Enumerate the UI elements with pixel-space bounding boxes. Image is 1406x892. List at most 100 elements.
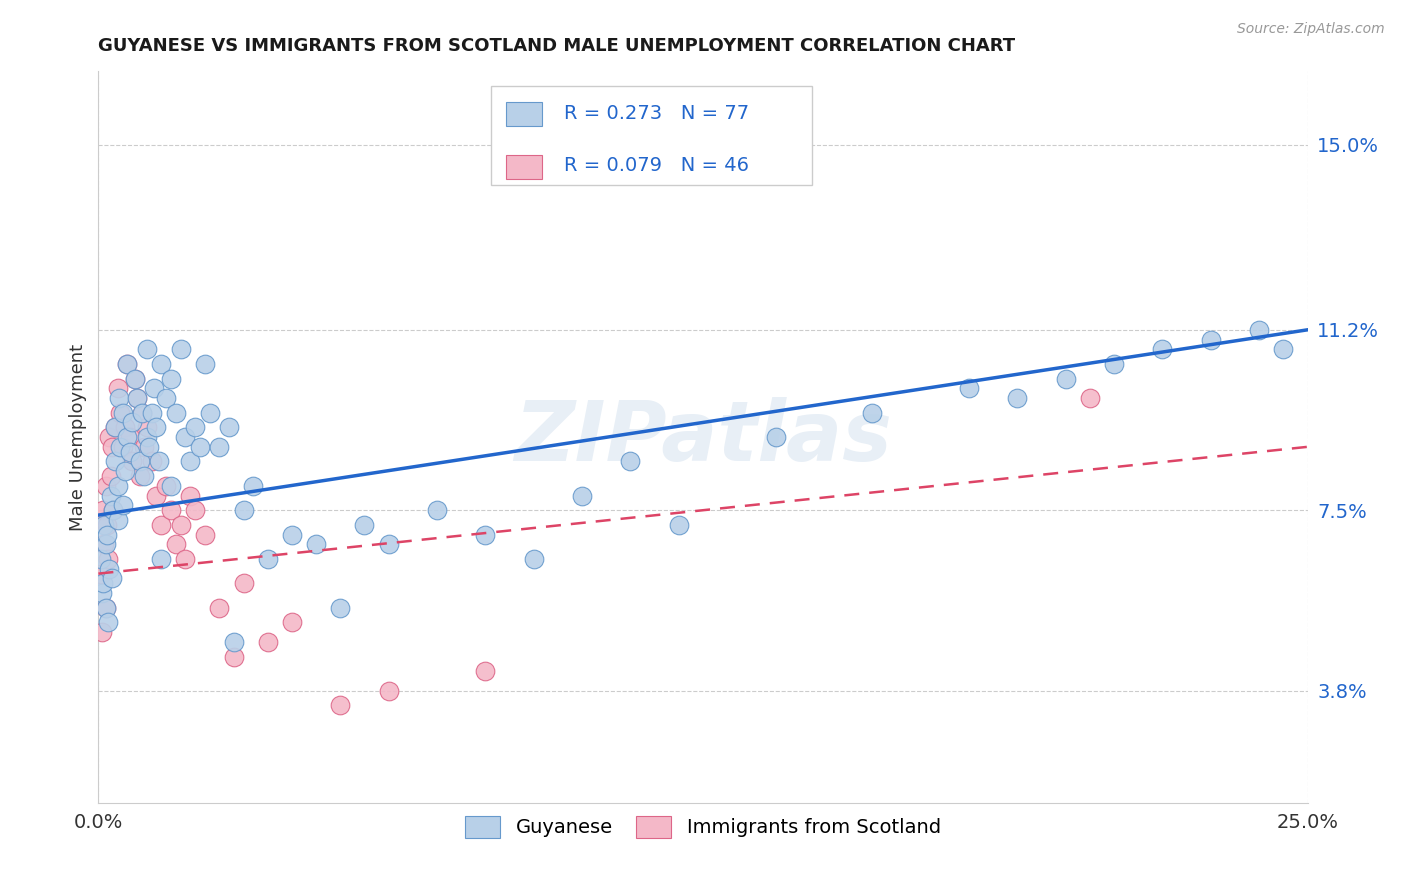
Point	[141, 406, 163, 420]
FancyBboxPatch shape	[506, 102, 543, 127]
Point	[165, 406, 187, 420]
Point	[135, 420, 157, 434]
Point	[194, 357, 217, 371]
Point	[198, 406, 221, 420]
Point	[150, 552, 173, 566]
Point	[256, 635, 278, 649]
Point	[121, 454, 143, 468]
Point	[97, 552, 120, 566]
Point	[117, 430, 139, 444]
Point	[117, 357, 139, 371]
Point	[98, 430, 121, 444]
Point	[765, 430, 787, 444]
Point	[90, 552, 112, 566]
Point	[124, 371, 146, 385]
Point	[1152, 343, 1174, 357]
Point	[194, 527, 217, 541]
Point	[208, 440, 231, 454]
Point	[329, 600, 352, 615]
Point	[94, 479, 117, 493]
Point	[104, 454, 127, 468]
Y-axis label: Male Unemployment: Male Unemployment	[69, 343, 87, 531]
FancyBboxPatch shape	[506, 154, 543, 179]
Point	[114, 464, 136, 478]
Point	[1102, 357, 1125, 371]
Point	[111, 499, 134, 513]
Point	[101, 503, 124, 517]
Point	[860, 406, 883, 420]
Point	[97, 615, 120, 630]
Point	[184, 420, 207, 434]
Point	[426, 503, 449, 517]
Point	[131, 406, 153, 420]
Point	[281, 527, 304, 541]
Point	[222, 649, 245, 664]
Text: ZIPatlas: ZIPatlas	[515, 397, 891, 477]
Point	[128, 454, 150, 468]
Point	[127, 391, 149, 405]
Point	[148, 454, 170, 468]
Point	[150, 357, 173, 371]
Point	[145, 420, 167, 434]
Point	[91, 576, 114, 591]
Point	[155, 479, 177, 493]
Point	[208, 600, 231, 615]
Point	[150, 517, 173, 532]
Point	[474, 527, 496, 541]
Point	[94, 600, 117, 615]
Point	[222, 635, 245, 649]
Point	[107, 513, 129, 527]
Point	[232, 503, 254, 517]
Point	[242, 479, 264, 493]
Point	[107, 391, 129, 405]
Point	[619, 454, 641, 468]
Point	[145, 489, 167, 503]
Point	[305, 537, 328, 551]
Point	[107, 479, 129, 493]
Point	[94, 600, 117, 615]
Point	[108, 440, 131, 454]
Point	[118, 444, 141, 458]
Point	[256, 552, 278, 566]
Point	[1078, 391, 1101, 405]
Point	[134, 469, 156, 483]
Legend: Guyanese, Immigrants from Scotland: Guyanese, Immigrants from Scotland	[456, 806, 950, 848]
Point	[93, 537, 115, 551]
Point	[160, 479, 183, 493]
Point	[179, 489, 201, 503]
Point	[91, 586, 114, 600]
Point	[101, 503, 124, 517]
Point	[93, 517, 115, 532]
Text: Source: ZipAtlas.com: Source: ZipAtlas.com	[1237, 22, 1385, 37]
Point	[114, 420, 136, 434]
Point	[131, 406, 153, 420]
Point	[128, 469, 150, 483]
Point	[179, 454, 201, 468]
Point	[104, 420, 127, 434]
Point	[188, 440, 211, 454]
Point	[377, 683, 399, 698]
Point	[143, 381, 166, 395]
Point	[108, 406, 131, 420]
Point	[100, 489, 122, 503]
Point	[160, 371, 183, 385]
Point	[329, 698, 352, 713]
Point	[96, 517, 118, 532]
Point	[138, 440, 160, 454]
Point	[118, 430, 141, 444]
Point	[353, 517, 375, 532]
Point	[117, 357, 139, 371]
Point	[571, 489, 593, 503]
FancyBboxPatch shape	[492, 86, 811, 185]
Point	[90, 566, 112, 581]
Point	[957, 381, 980, 395]
Point	[134, 440, 156, 454]
Point	[127, 391, 149, 405]
Point	[135, 430, 157, 444]
Point	[174, 430, 197, 444]
Point	[174, 552, 197, 566]
Point	[101, 440, 124, 454]
Text: R = 0.079   N = 46: R = 0.079 N = 46	[564, 156, 749, 175]
Point	[165, 537, 187, 551]
Point	[169, 343, 191, 357]
